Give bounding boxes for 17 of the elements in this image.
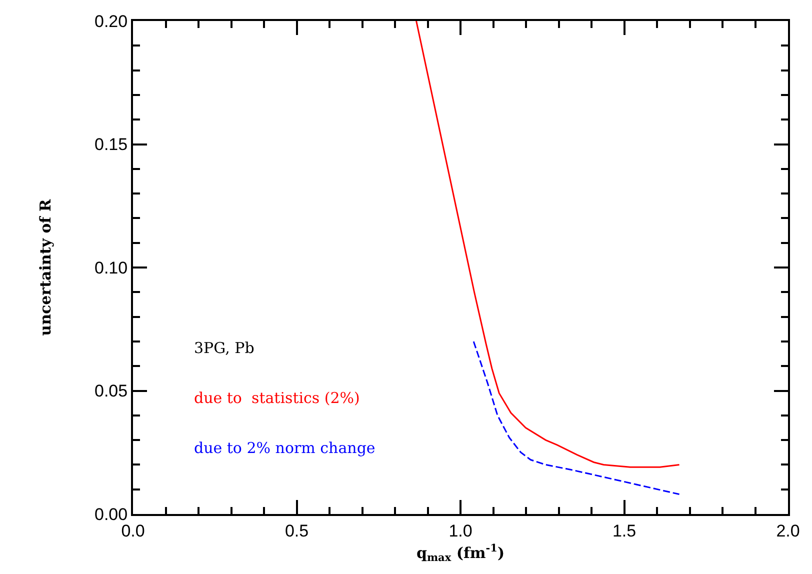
x-tick-label: 1.0 [448, 521, 472, 540]
y-axis-title: uncertainty of R [36, 198, 54, 336]
annotation: 3PG, Pb [194, 339, 254, 357]
text: due to 2% norm change [194, 439, 376, 457]
y-tick-label: 0.20 [94, 12, 128, 31]
text: due to statistics (2%) [194, 389, 360, 407]
line-series [416, 21, 680, 468]
x-tick-label: 1.5 [612, 521, 636, 540]
y-tick-label: 0.00 [94, 504, 128, 524]
y-tick-label: 0.05 [94, 382, 128, 401]
x-tick-label: 2.0 [776, 521, 800, 540]
x-tick-label: 0.5 [284, 521, 309, 540]
line-series [472, 340, 680, 496]
y-tick-label: 0.10 [94, 258, 128, 278]
x-axis-title: q$_{max}$ (fm$^{-1}$) [416, 542, 505, 564]
y-tick-label: 0.15 [94, 135, 128, 154]
x-tick-label: 0.0 [121, 521, 145, 540]
